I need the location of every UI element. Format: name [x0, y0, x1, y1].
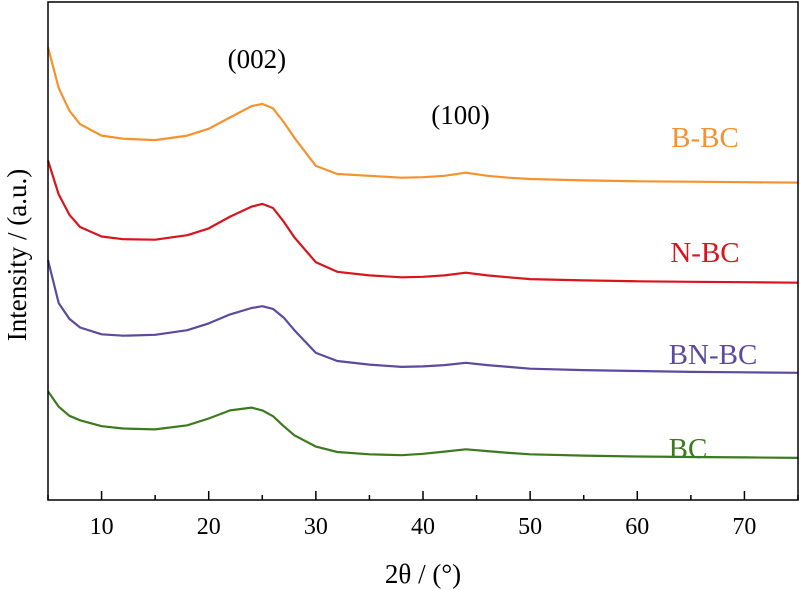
- label-layer: B-BC N-BC BN-BC BC (002) (100): [228, 44, 758, 465]
- series-label-b-bc: B-BC: [671, 122, 739, 154]
- series-layer: [46, 47, 799, 459]
- x-tick-label-20: 20: [197, 514, 221, 540]
- series-label-n-bc: N-BC: [670, 237, 739, 269]
- series-label-bc: BC: [669, 433, 708, 465]
- series-line-b-bc: [46, 47, 799, 184]
- x-tick-label-10: 10: [90, 514, 114, 540]
- y-axis-title: Intensity / (a.u.): [2, 169, 32, 341]
- x-tick-label-30: 30: [304, 514, 328, 540]
- x-tick-label-70: 70: [732, 514, 756, 540]
- x-tick-label-40: 40: [411, 514, 435, 540]
- series-line-bc: [47, 390, 799, 459]
- series-line-n-bc: [46, 160, 799, 284]
- x-tick-label-60: 60: [625, 514, 649, 540]
- series-label-bn-bc: BN-BC: [669, 339, 758, 371]
- x-axis-title: 2θ / (°): [385, 559, 461, 589]
- series-line-bn-bc: [46, 259, 799, 374]
- tick-layer: 10 20 30 40 50 60 70: [47, 491, 799, 540]
- peak-annotation-0: (002): [228, 44, 286, 74]
- peak-annotation-1: (100): [431, 100, 489, 130]
- x-tick-label-50: 50: [518, 514, 542, 540]
